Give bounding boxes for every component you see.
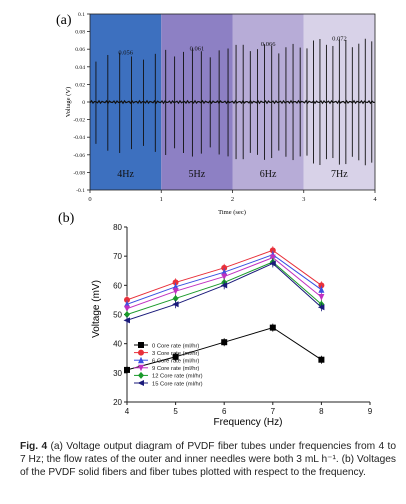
data-point bbox=[220, 282, 228, 289]
data-point bbox=[124, 311, 130, 318]
y-tick-label: 0.1 bbox=[78, 12, 85, 18]
peak-label: 0.066 bbox=[261, 41, 276, 48]
data-point bbox=[318, 282, 325, 289]
panel-a-xlabel: Time (sec) bbox=[218, 209, 246, 216]
y-tick-label: 80 bbox=[113, 223, 122, 232]
x-tick-label: 9 bbox=[368, 407, 373, 416]
legend-marker bbox=[138, 349, 144, 356]
legend-label: 0 Core rate (ml/hr) bbox=[152, 343, 199, 349]
legend-marker bbox=[137, 380, 144, 386]
y-tick-label: 30 bbox=[113, 369, 122, 378]
panel-b-xlabel: Frequency (Hz) bbox=[214, 417, 283, 428]
band-label: 4Hz bbox=[117, 169, 134, 180]
band-label: 5Hz bbox=[189, 169, 206, 180]
panel-b-ylabel: Voltage (mV) bbox=[91, 280, 102, 338]
x-tick-label: 2 bbox=[231, 196, 234, 203]
data-point bbox=[172, 294, 179, 302]
panel-b-chart: 4 5 6 7 8 9 20 30 40 50 60 70 80 0 Core rate (ml/hr) 3… bbox=[113, 223, 373, 416]
data-point bbox=[172, 288, 179, 295]
panel-b-label: (b) bbox=[58, 211, 75, 226]
y-tick-label: -0.04 bbox=[73, 135, 85, 141]
legend-label: 9 Core rate (ml/hr) bbox=[152, 366, 199, 372]
y-tick-label: -0.06 bbox=[73, 153, 85, 159]
x-tick-label: 6 bbox=[222, 407, 227, 416]
data-point bbox=[318, 286, 325, 293]
data-point bbox=[318, 356, 325, 363]
y-tick-label: 0.08 bbox=[75, 30, 85, 36]
legend-marker bbox=[138, 342, 144, 348]
legend-label: 15 Core rate (ml/hr) bbox=[152, 381, 203, 387]
legend-label: 3 Core rate (ml/hr) bbox=[152, 351, 199, 357]
y-tick-label: -0.02 bbox=[73, 118, 85, 124]
data-point bbox=[221, 339, 228, 346]
legend-marker bbox=[138, 356, 144, 364]
x-tick-label: 7 bbox=[271, 407, 276, 416]
x-tick-label: 0 bbox=[88, 196, 91, 203]
data-point bbox=[172, 353, 179, 360]
legend-label: 6 Core rate (ml/hr) bbox=[152, 359, 199, 365]
data-point bbox=[172, 279, 179, 286]
panel-a-label: (a) bbox=[56, 13, 72, 28]
data-point bbox=[269, 260, 276, 267]
x-tick-label: 4 bbox=[125, 407, 130, 416]
data-point bbox=[172, 301, 179, 308]
data-point bbox=[221, 264, 228, 271]
data-point bbox=[317, 304, 325, 311]
data-point bbox=[124, 305, 130, 313]
x-tick-label: 4 bbox=[373, 196, 377, 203]
panel-a-ylabel: Voltage (V) bbox=[65, 87, 72, 117]
legend-label: 12 Core rate (ml/hr) bbox=[152, 374, 203, 380]
data-point bbox=[123, 317, 130, 324]
panel-a-chart: 0.056 4Hz 0.061 5Hz 0.066 6Hz 0.072 7Hz 0 1 2 3 4 0.1… bbox=[73, 12, 377, 203]
data-point bbox=[124, 296, 130, 303]
peak-label: 0.072 bbox=[332, 36, 347, 43]
caption-text: (a) Voltage output diagram of PVDF fiber… bbox=[20, 441, 396, 479]
baseline-signal bbox=[89, 99, 376, 105]
x-tick-label: 1 bbox=[160, 196, 163, 203]
x-tick-label: 3 bbox=[302, 196, 305, 203]
data-point bbox=[124, 366, 130, 373]
data-point bbox=[269, 247, 276, 254]
x-tick-label: 5 bbox=[173, 407, 178, 416]
y-tick-label: -0.1 bbox=[76, 188, 85, 194]
data-point bbox=[269, 324, 276, 331]
peak-label: 0.056 bbox=[118, 50, 133, 57]
caption-fig-label: Fig. 4 bbox=[20, 441, 48, 452]
x-tick-label: 8 bbox=[319, 407, 324, 416]
y-tick-label: 60 bbox=[113, 281, 122, 290]
data-point bbox=[318, 294, 325, 301]
y-tick-label: 0.02 bbox=[75, 82, 85, 88]
band-label: 7Hz bbox=[331, 169, 348, 180]
y-tick-label: 20 bbox=[113, 398, 122, 407]
legend-marker bbox=[138, 364, 144, 372]
peak-label: 0.061 bbox=[190, 45, 205, 52]
y-tick-label: 0.06 bbox=[75, 47, 85, 53]
data-point bbox=[269, 254, 276, 262]
figure-caption: Fig. 4 (a) Voltage output diagram of PVD… bbox=[20, 440, 396, 480]
y-tick-label: -0.08 bbox=[73, 170, 85, 176]
y-tick-label: 70 bbox=[113, 252, 122, 261]
y-tick-label: 0 bbox=[82, 100, 85, 106]
y-tick-label: 0.04 bbox=[75, 65, 85, 71]
y-tick-label: 50 bbox=[113, 311, 122, 320]
legend-marker bbox=[138, 371, 144, 379]
band-label: 6Hz bbox=[260, 169, 277, 180]
y-tick-label: 40 bbox=[113, 340, 122, 349]
data-point bbox=[221, 273, 228, 281]
